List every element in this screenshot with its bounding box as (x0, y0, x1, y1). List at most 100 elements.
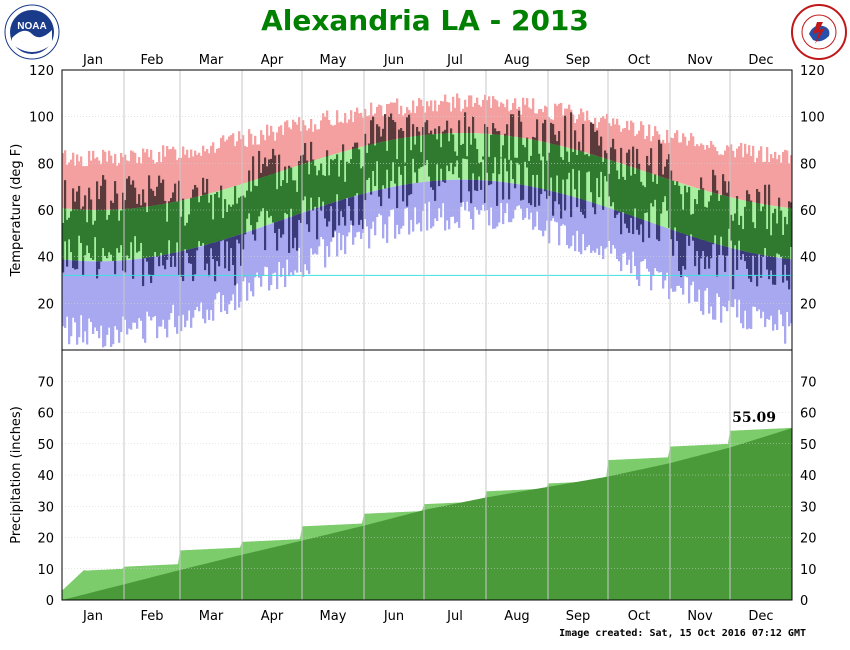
actual-temp-bar (462, 143, 465, 159)
actual-temp-bar (380, 142, 383, 190)
record-high-band-day (774, 151, 777, 207)
record-low-band-day (600, 205, 603, 247)
actual-temp-bar-below-normal (676, 231, 679, 241)
record-low-band-day (562, 193, 565, 225)
normal-band-day (782, 207, 785, 259)
actual-temp-bar (502, 145, 505, 183)
actual-temp-bar (324, 175, 327, 206)
actual-temp-bar-below-normal (718, 244, 721, 255)
actual-temp-bar (374, 145, 377, 187)
record-high-band-day (502, 103, 505, 136)
actual-temp-bar-below-normal (480, 180, 483, 190)
record-high-band-day (282, 134, 285, 171)
record-high-band-day (562, 115, 565, 147)
actual-temp-bar (410, 150, 413, 184)
actual-temp-bar-below-normal (530, 186, 533, 206)
record-low-band-day (734, 248, 737, 300)
actual-temp-bar-above-normal (124, 200, 127, 209)
record-high-band-day (756, 157, 759, 204)
nws-logo (791, 4, 847, 60)
actual-temp-bar-below-normal (724, 246, 727, 272)
record-low-band-day (136, 259, 139, 329)
record-low-band-day (438, 180, 441, 209)
normal-band-day (738, 199, 741, 250)
record-high-band-day (316, 129, 319, 160)
actual-temp-bar (518, 137, 521, 165)
precip-tick-label-left: 60 (37, 407, 54, 422)
month-label-top: Nov (687, 53, 713, 68)
record-low-band-day (112, 260, 115, 345)
record-low-band-day (780, 258, 783, 315)
record-low-band-day (222, 239, 225, 296)
record-low-band-day (442, 180, 445, 204)
record-high-band-day (652, 136, 655, 174)
actual-temp-bar (96, 209, 99, 262)
actual-temp-bar-above-normal (646, 155, 649, 172)
actual-temp-bar-below-normal (584, 200, 587, 219)
record-low-band-day (744, 251, 747, 311)
actual-temp-bar-above-normal (446, 120, 449, 134)
record-high-band-day (750, 155, 753, 202)
record-high-band-day (142, 148, 145, 208)
actual-temp-bar (598, 156, 601, 198)
actual-temp-bar-below-normal (350, 197, 353, 221)
actual-temp-bar (130, 208, 133, 243)
actual-temp-bar-above-normal (408, 114, 411, 138)
actual-temp-bar-below-normal (230, 237, 233, 249)
actual-temp-bar-above-normal (96, 181, 99, 210)
actual-temp-bar-above-normal (76, 191, 79, 210)
actual-temp-bar-above-normal (426, 120, 429, 135)
record-high-band-day (776, 159, 779, 207)
month-label-bottom: Sep (566, 609, 591, 624)
record-high-band-day (180, 157, 183, 201)
record-low-band-day (428, 181, 431, 202)
record-high-band-day (410, 112, 413, 137)
precip-total-annotation: 55.09 (732, 410, 776, 426)
actual-temp-bar-below-normal (362, 193, 365, 229)
actual-temp-bar-above-normal (406, 117, 409, 138)
month-label-top: Jan (82, 53, 103, 68)
actual-temp-bar (428, 134, 431, 177)
record-high-band-day (628, 130, 631, 167)
actual-temp-bar (108, 214, 111, 253)
record-high-band-day (524, 104, 527, 139)
actual-temp-bar-below-normal (686, 234, 689, 236)
record-high-band-day (678, 142, 681, 183)
record-high-band-day (442, 101, 445, 134)
actual-temp-bar (498, 134, 501, 175)
record-high-band-day (256, 144, 259, 180)
record-low-band-day (210, 243, 213, 311)
actual-temp-bar (776, 223, 779, 254)
actual-temp-bar-below-normal (782, 258, 785, 283)
record-low-band-day (166, 254, 169, 338)
normal-band-day (508, 135, 511, 183)
actual-temp-bar-below-normal (682, 233, 685, 266)
actual-temp-bar (688, 186, 691, 236)
record-low-band-day (184, 250, 187, 328)
record-low-band-day (548, 190, 551, 244)
actual-temp-bar-below-normal (370, 191, 373, 195)
actual-temp-bar-above-normal (434, 128, 437, 135)
record-high-band-day (130, 150, 133, 209)
record-low-band-day (314, 208, 317, 254)
record-low-band-day (90, 261, 93, 323)
actual-temp-bar-above-normal (418, 131, 421, 136)
record-high-band-day (246, 146, 249, 183)
record-low-band-day (388, 187, 391, 217)
actual-temp-bar (678, 185, 681, 233)
actual-temp-bar (408, 137, 411, 184)
actual-temp-bar-below-normal (496, 181, 499, 206)
record-high-band-day (398, 114, 401, 139)
actual-temp-bar (610, 160, 613, 207)
record-high-band-day (752, 145, 755, 203)
record-high-band-day (618, 125, 621, 163)
actual-temp-bar-below-normal (538, 188, 541, 206)
record-low-band-day (88, 261, 91, 319)
actual-temp-bar-below-normal (340, 200, 343, 212)
record-low-band-day (188, 249, 191, 311)
record-low-band-day (712, 242, 715, 320)
record-low-band-day (130, 259, 133, 330)
actual-temp-bar (420, 152, 423, 168)
actual-temp-bar (316, 175, 319, 208)
record-high-band-day (648, 124, 651, 173)
